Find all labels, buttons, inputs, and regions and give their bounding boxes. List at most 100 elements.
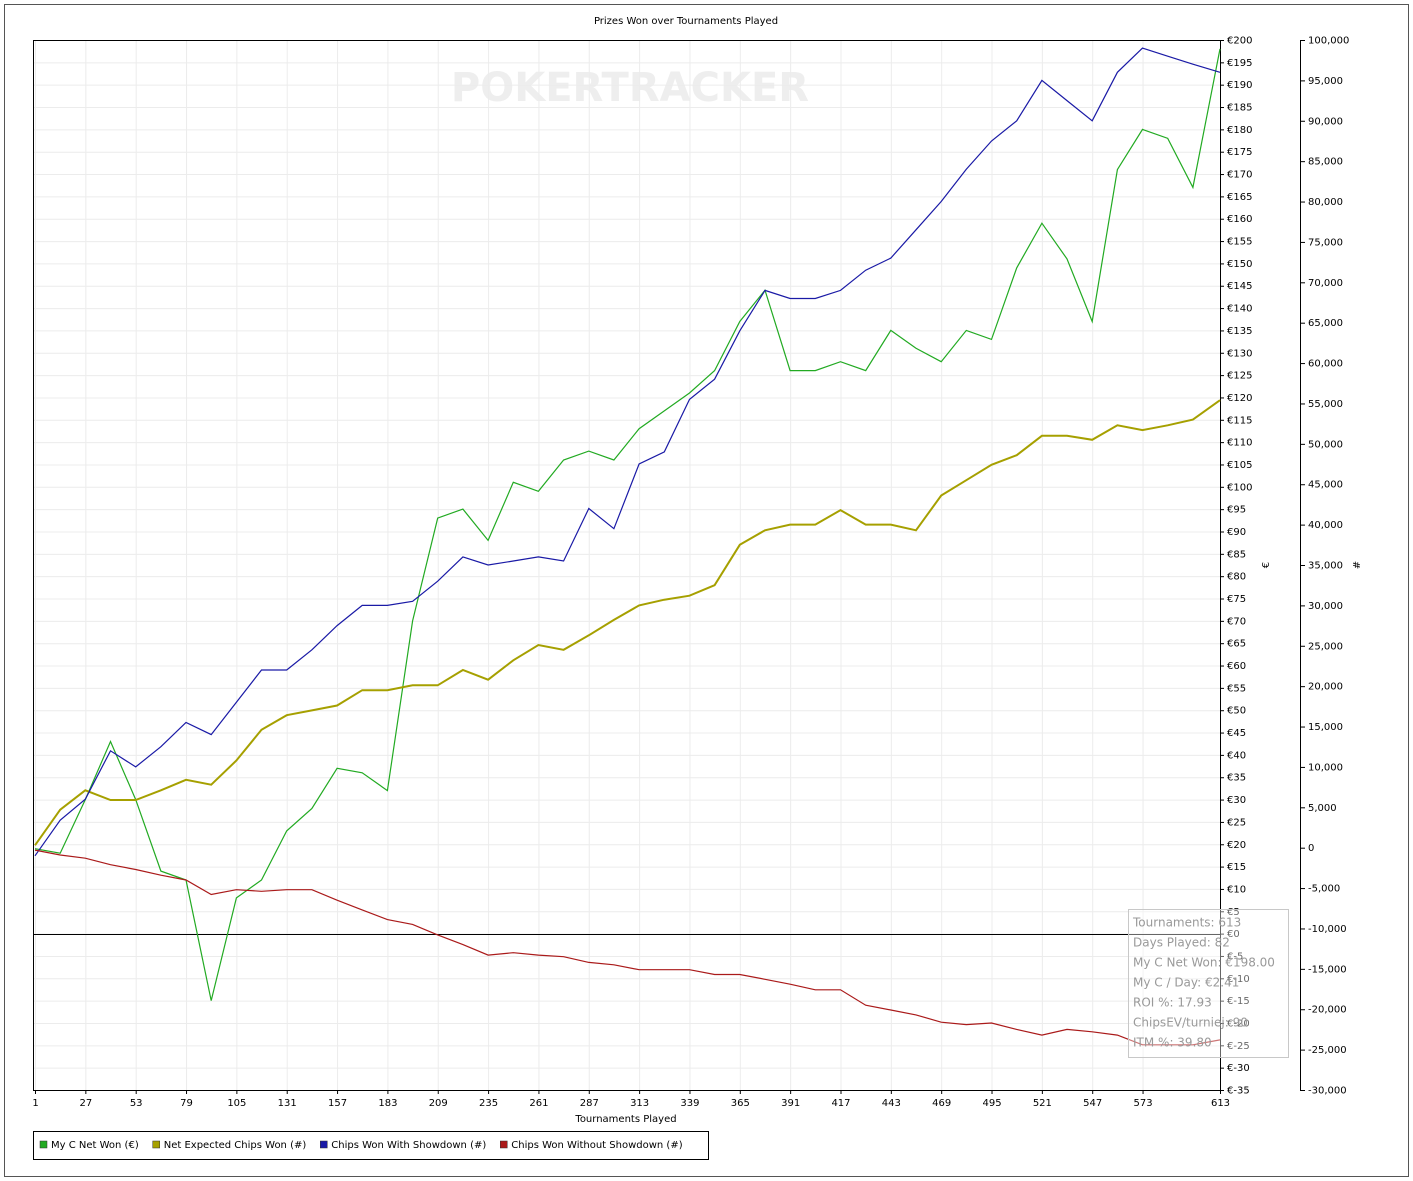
y2-tick-label: 95,000 — [1308, 76, 1343, 87]
y-tick-label: €70 — [1227, 616, 1246, 627]
stats-text: ChipsEV/turniej: 90 — [1133, 1016, 1248, 1030]
y2-tick-label: 60,000 — [1308, 359, 1343, 370]
x-tick-label: 183 — [378, 1098, 397, 1109]
legend-label: My C Net Won (€) — [51, 1140, 139, 1151]
y-tick-label: €95 — [1227, 505, 1246, 516]
y2-tick-label: 100,000 — [1308, 36, 1349, 47]
x-tick-label: 391 — [781, 1098, 800, 1109]
y-tick-label: €85 — [1227, 549, 1246, 560]
x-tick-label: 443 — [882, 1098, 901, 1109]
y-tick-label: €110 — [1227, 438, 1252, 449]
y2-tick-label: -20,000 — [1308, 1005, 1347, 1016]
x-tick-label: 365 — [731, 1098, 750, 1109]
legend-label: Chips Won With Showdown (#) — [331, 1140, 486, 1151]
x-tick-label: 131 — [278, 1098, 297, 1109]
stats-text: My C / Day: €2.41 — [1133, 976, 1239, 990]
frame — [4, 4, 1409, 1177]
y-tick-label: €-25 — [1227, 1041, 1250, 1052]
x-tick-label: 157 — [328, 1098, 347, 1109]
y2-tick-label: 15,000 — [1308, 722, 1343, 733]
x-tick-label: 417 — [831, 1098, 850, 1109]
y-axis-label: € — [1261, 562, 1272, 568]
y-tick-label: €120 — [1227, 393, 1252, 404]
series-line — [34, 399, 1221, 846]
y-tick-label: €25 — [1227, 817, 1246, 828]
y-tick-label: €15 — [1227, 862, 1246, 873]
y2-tick-label: 0 — [1308, 843, 1314, 854]
y-tick-label: €150 — [1227, 259, 1252, 270]
x-tick-label: 1 — [32, 1098, 38, 1109]
stats-text: ITM %: 39.80 — [1133, 1036, 1212, 1050]
y2-tick-label: 50,000 — [1308, 439, 1343, 450]
legend-swatch — [39, 1140, 48, 1149]
y-tick-label: €105 — [1227, 460, 1252, 471]
y-tick-label: €30 — [1227, 795, 1246, 806]
x-tick-label: 469 — [932, 1098, 951, 1109]
y-tick-label: €90 — [1227, 527, 1246, 538]
x-tick-label: 573 — [1134, 1098, 1153, 1109]
y-tick-label: €-35 — [1227, 1086, 1250, 1097]
y-tick-label: €35 — [1227, 773, 1246, 784]
y-tick-label: €10 — [1227, 884, 1246, 895]
y-tick-label: €135 — [1227, 326, 1252, 337]
y2-tick-label: 65,000 — [1308, 318, 1343, 329]
x-axis-label: Tournaments Played — [574, 1114, 676, 1125]
legend-swatch — [320, 1140, 328, 1149]
legend-swatch — [152, 1140, 160, 1149]
series-line — [34, 849, 1221, 1046]
y-tick-label: €155 — [1227, 237, 1252, 248]
x-tick-label: 313 — [630, 1098, 649, 1109]
y-tick-label: €130 — [1227, 348, 1252, 359]
x-tick-label: 27 — [79, 1098, 92, 1109]
y-tick-label: €50 — [1227, 706, 1246, 717]
y2-tick-label: 35,000 — [1308, 561, 1343, 572]
y-tick-label: €200 — [1227, 36, 1252, 47]
y-tick-label: €100 — [1227, 482, 1252, 493]
y2-tick-label: 20,000 — [1308, 682, 1343, 693]
series-line — [34, 48, 1221, 1001]
y2-tick-label: -5,000 — [1308, 884, 1340, 895]
y-tick-label: €180 — [1227, 125, 1252, 136]
x-tick-label: 339 — [680, 1098, 699, 1109]
y-tick-label: €145 — [1227, 281, 1252, 292]
chart-title: Prizes Won over Tournaments Played — [594, 16, 778, 27]
y-tick-label: €55 — [1227, 683, 1246, 694]
x-tick-label: 209 — [429, 1098, 448, 1109]
y-tick-label: €175 — [1227, 147, 1252, 158]
stats-text: Tournaments: 613 — [1132, 916, 1241, 930]
y2-tick-label: 80,000 — [1308, 197, 1343, 208]
legend-box — [33, 1131, 709, 1160]
y-tick-label: €-10 — [1227, 974, 1250, 985]
y-tick-label: €75 — [1227, 594, 1246, 605]
y2-tick-label: 30,000 — [1308, 601, 1343, 612]
plot-area — [33, 40, 1221, 1091]
x-tick-label: 613 — [1211, 1098, 1230, 1109]
y2-tick-label: 5,000 — [1308, 803, 1337, 814]
y2-tick-label: 25,000 — [1308, 641, 1343, 652]
y2-tick-label: 55,000 — [1308, 399, 1343, 410]
y-tick-label: €45 — [1227, 728, 1246, 739]
x-tick-label: 287 — [580, 1098, 599, 1109]
y-tick-label: €-30 — [1227, 1063, 1250, 1074]
y-tick-label: €20 — [1227, 840, 1246, 851]
y2-tick-label: 90,000 — [1308, 116, 1343, 127]
stats-text: Days Played: 82 — [1133, 936, 1230, 950]
y2-tick-label: 45,000 — [1308, 480, 1343, 491]
stats-background — [1128, 909, 1289, 1058]
y-tick-label: €195 — [1227, 58, 1252, 69]
legend-swatch — [500, 1140, 508, 1149]
series-line — [34, 47, 1221, 857]
y-tick-label: €-15 — [1227, 996, 1250, 1007]
x-tick-label: 521 — [1033, 1098, 1052, 1109]
y-tick-label: €165 — [1227, 192, 1252, 203]
legend-label: Chips Won Without Showdown (#) — [511, 1140, 682, 1151]
x-tick-label: 105 — [227, 1098, 246, 1109]
y-tick-label: €0 — [1227, 929, 1240, 940]
y-tick-label: €-20 — [1227, 1018, 1250, 1029]
y2-tick-label: -15,000 — [1308, 964, 1347, 975]
y-tick-label: €65 — [1227, 639, 1246, 650]
y2-axis-label: # — [1352, 561, 1363, 569]
x-tick-label: 261 — [529, 1098, 548, 1109]
